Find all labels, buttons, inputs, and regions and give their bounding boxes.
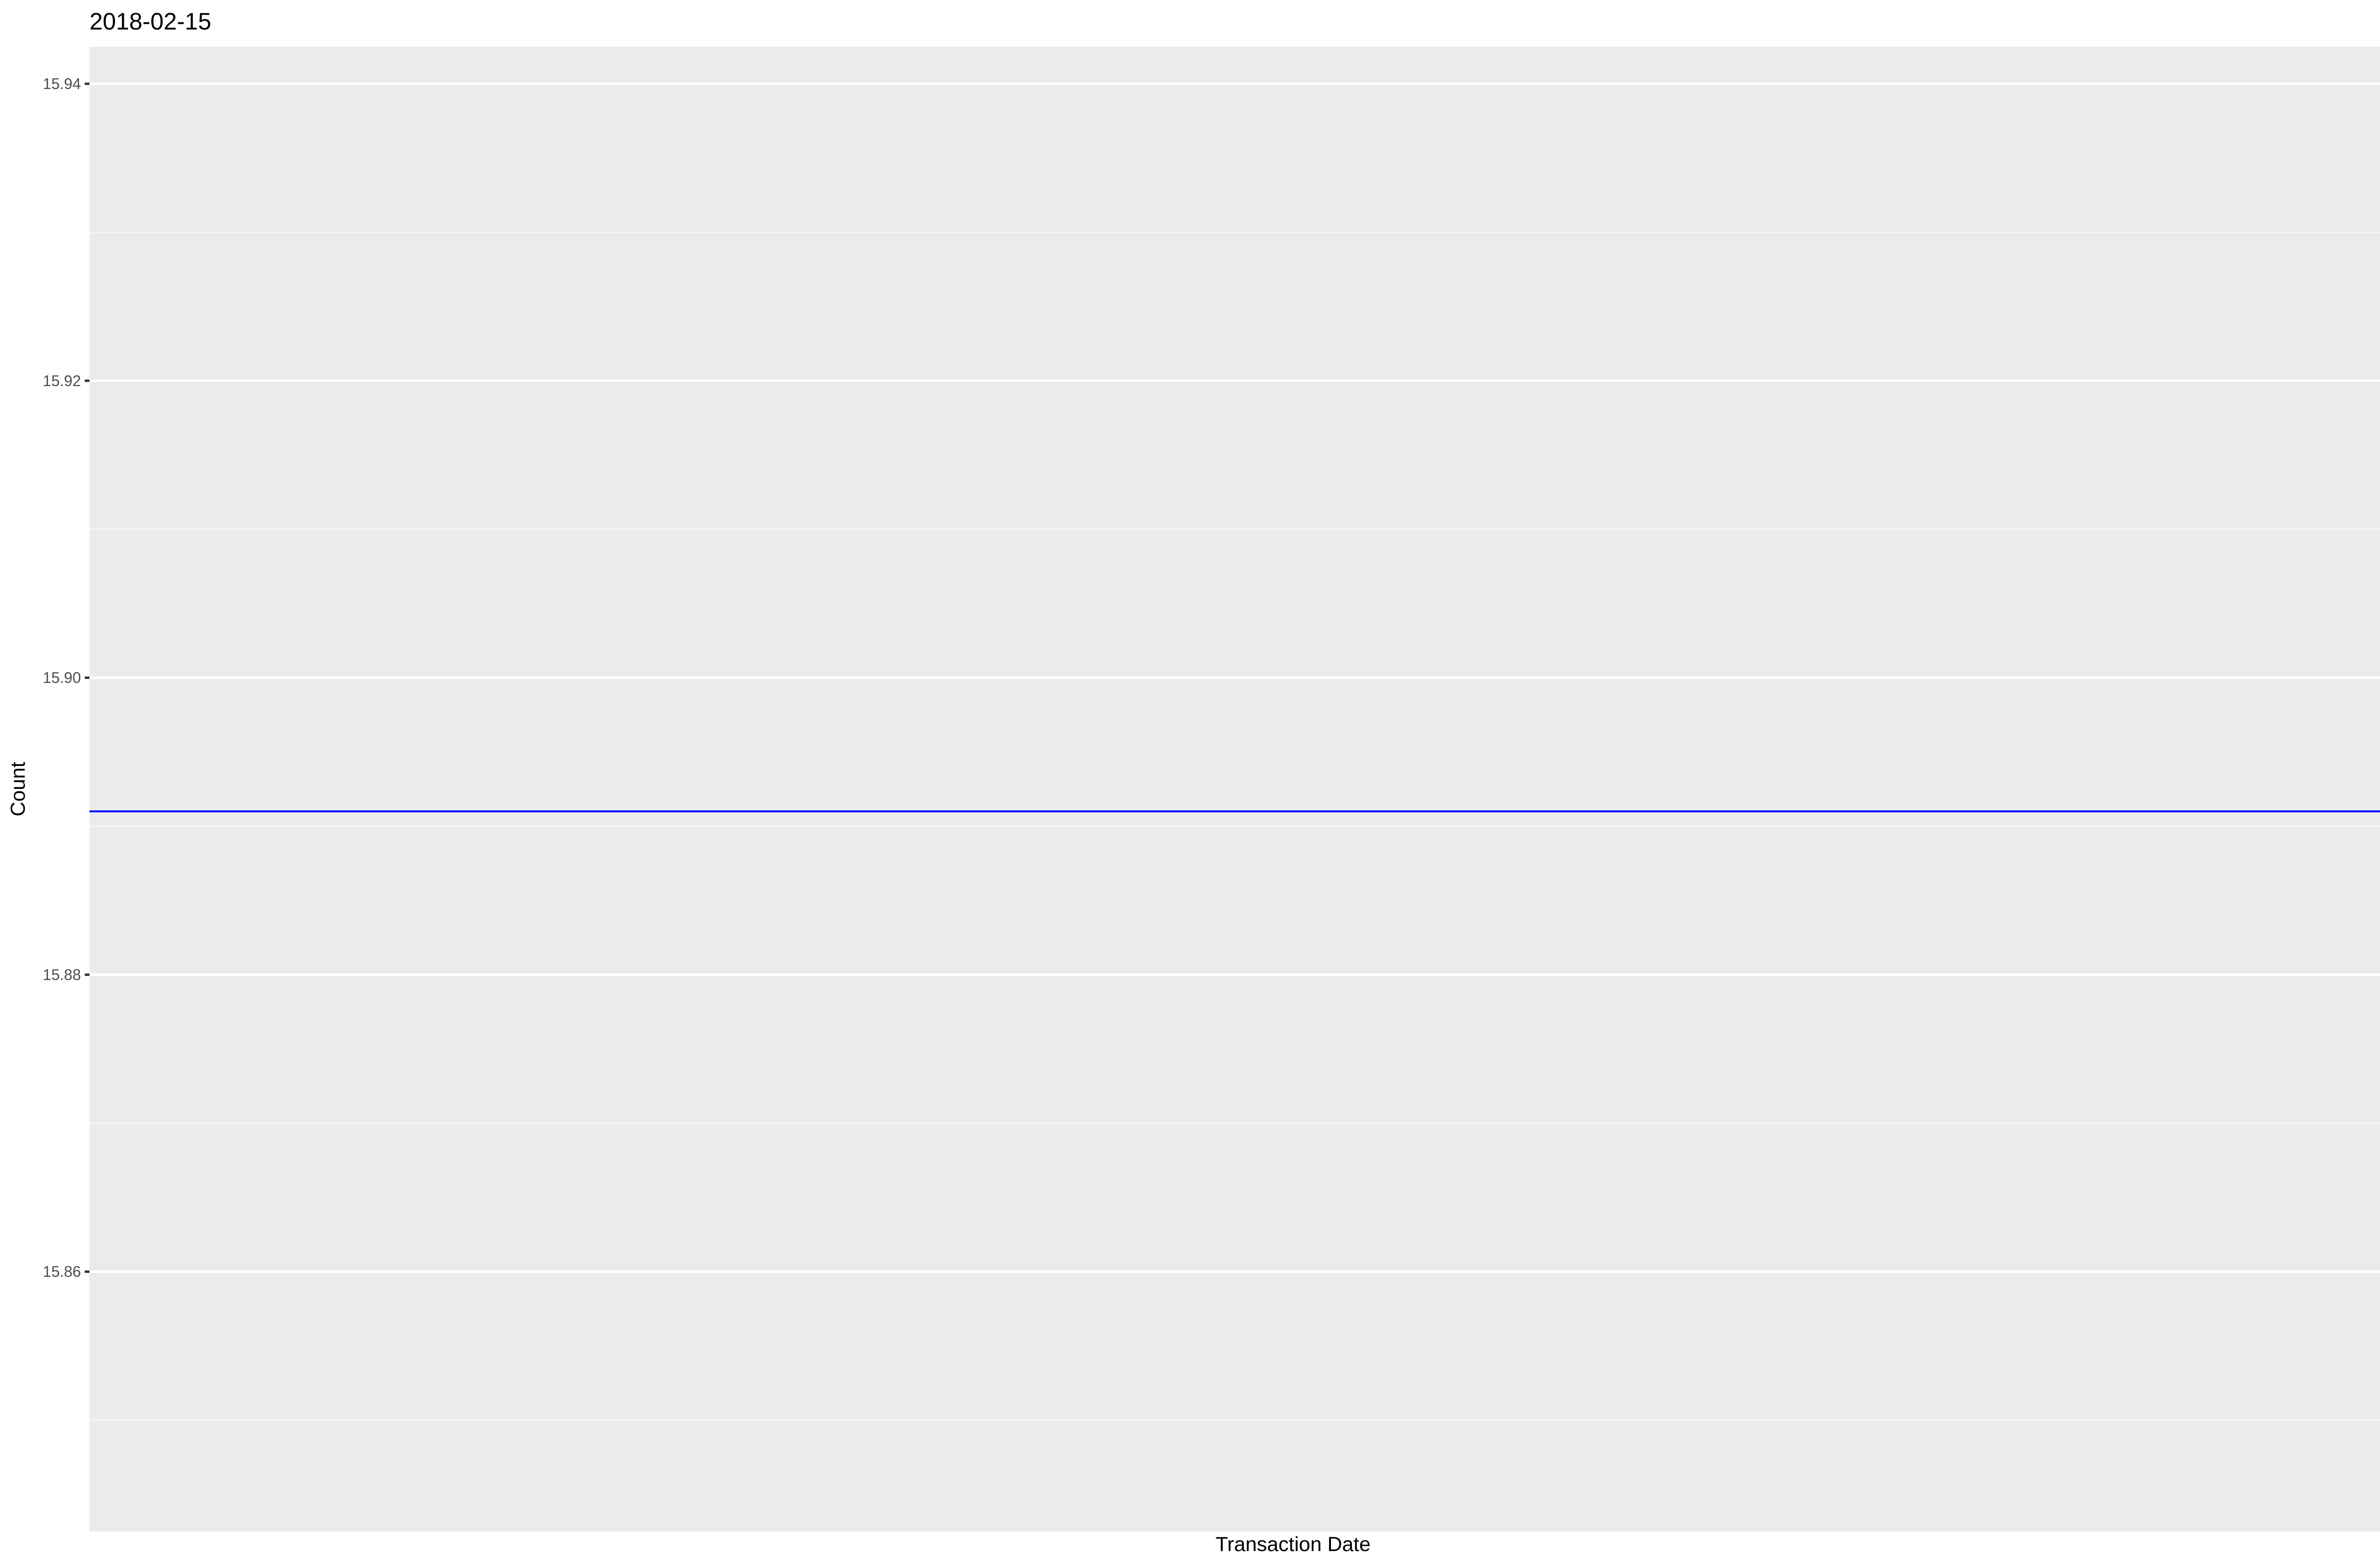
- y-tick-label: 15.88: [43, 966, 81, 983]
- plot-panel: [89, 47, 2380, 1532]
- y-tick-label: 15.94: [43, 75, 81, 92]
- x-axis-label: Transaction Date: [1216, 1533, 1371, 1556]
- major-gridlines: [89, 82, 2380, 1273]
- chart-title: 2018-02-15: [89, 8, 211, 35]
- y-tick-label: 15.86: [43, 1263, 81, 1280]
- minor-gridlines: [89, 231, 2380, 1421]
- y-axis-ticks: 15.86 15.88 15.90 15.92 15.94: [43, 75, 89, 1280]
- y-tick-label: 15.92: [43, 372, 81, 389]
- y-tick-label: 15.90: [43, 669, 81, 686]
- y-axis-label: Count: [7, 762, 30, 816]
